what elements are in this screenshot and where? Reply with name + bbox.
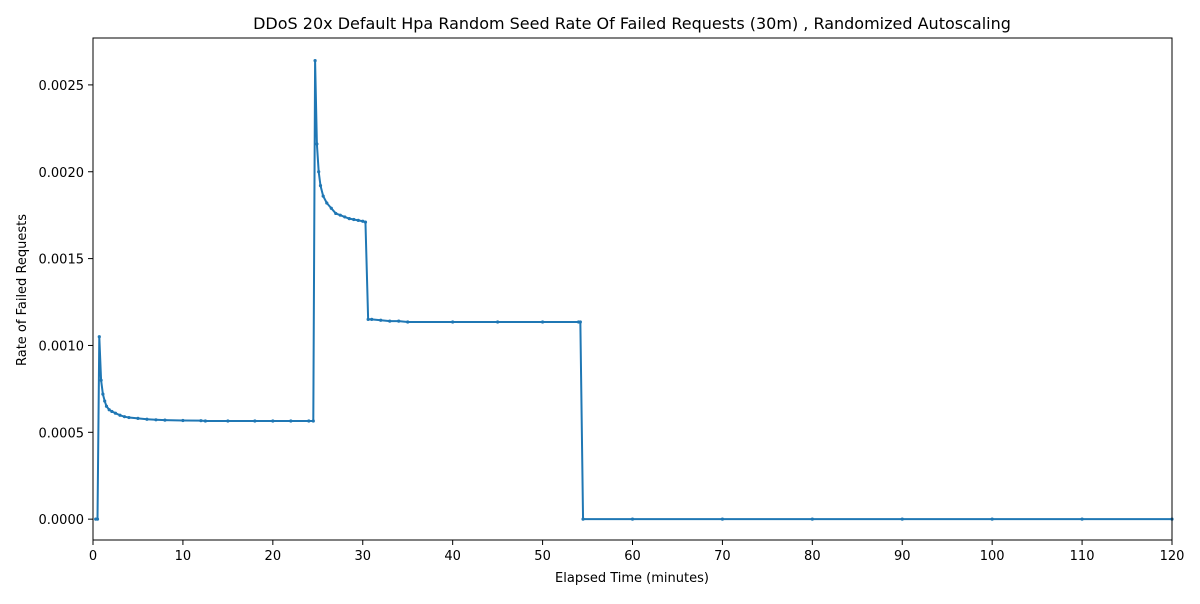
x-tick-label: 10: [175, 549, 192, 564]
x-tick-label: 50: [534, 549, 551, 564]
data-point: [307, 419, 311, 423]
x-tick-label: 120: [1160, 549, 1185, 564]
data-point: [313, 58, 317, 63]
data-point: [315, 142, 319, 146]
data-point: [101, 392, 105, 396]
x-tick-label: 110: [1070, 549, 1095, 564]
x-tick-label: 80: [804, 549, 821, 564]
data-point: [451, 320, 455, 324]
x-tick-label: 90: [894, 549, 911, 564]
data-point: [338, 213, 342, 217]
x-tick-label: 0: [89, 549, 97, 564]
data-point: [136, 416, 140, 421]
data-point: [181, 418, 185, 423]
data-point: [366, 317, 370, 321]
data-point: [496, 320, 500, 324]
data-point: [356, 218, 360, 222]
y-tick-label: 0.0010: [39, 339, 85, 354]
data-point: [253, 419, 257, 423]
y-tick-label: 0.0020: [39, 166, 85, 181]
data-point: [104, 404, 109, 408]
data-point: [630, 517, 635, 521]
data-point: [363, 220, 368, 224]
data-point: [122, 415, 127, 419]
data-point: [370, 317, 374, 321]
chart-title: DDoS 20x Default Hpa Random Seed Rate Of…: [253, 14, 1011, 33]
data-point: [271, 419, 275, 423]
data-point: [900, 517, 904, 521]
y-axis-ticks: 0.0000 0.0005 0.0010 0.0015 0.0020 0.0025: [39, 79, 93, 528]
data-point: [289, 419, 293, 423]
x-axis-label: Elapsed Time (minutes): [555, 571, 709, 586]
data-point: [361, 219, 365, 223]
data-point: [352, 217, 356, 222]
data-point: [990, 517, 994, 521]
data-point: [97, 335, 101, 339]
data-point: [99, 378, 103, 382]
data-point: [406, 320, 410, 324]
x-tick-label: 100: [980, 549, 1005, 564]
x-tick-label: 60: [624, 549, 641, 564]
data-point: [329, 206, 333, 210]
data-point: [107, 408, 111, 412]
data-point: [226, 419, 230, 423]
data-point: [95, 517, 100, 521]
y-tick-label: 0.0025: [39, 79, 85, 94]
y-tick-label: 0.0015: [39, 253, 85, 268]
data-point: [334, 211, 338, 216]
x-tick-label: 30: [354, 549, 371, 564]
data-point: [720, 517, 725, 521]
data-point: [163, 418, 167, 422]
plot-area-frame: [92, 37, 1173, 541]
data-point: [118, 413, 122, 417]
data-point: [154, 418, 158, 422]
y-tick-label: 0.0000: [39, 513, 85, 528]
data-point: [113, 411, 118, 415]
data-point: [325, 201, 329, 205]
data-point: [145, 417, 149, 421]
data-point: [578, 320, 582, 324]
x-tick-label: 20: [265, 549, 282, 564]
data-point: [347, 217, 351, 221]
series-line: [95, 59, 1172, 521]
y-tick-label: 0.0005: [39, 426, 85, 441]
data-point: [311, 419, 315, 423]
data-point: [540, 320, 545, 324]
data-point: [110, 409, 114, 414]
data-point: [199, 419, 203, 423]
data-point: [321, 194, 325, 198]
x-tick-label: 40: [444, 549, 461, 564]
data-point: [127, 415, 131, 420]
x-axis-ticks: 0 10 20 30 40 50 60 70 80 90 100 110 120: [89, 540, 1185, 564]
data-point: [379, 318, 383, 322]
y-axis-label: Rate of Failed Requests: [15, 214, 30, 366]
x-tick-label: 70: [714, 549, 731, 564]
data-point: [343, 215, 347, 219]
data-point: [397, 319, 401, 323]
data-point: [318, 184, 323, 188]
data-point: [103, 399, 107, 403]
data-point: [203, 419, 207, 423]
data-point: [581, 517, 585, 521]
data-point: [317, 170, 321, 174]
series-layer: [94, 58, 1174, 521]
data-point: [810, 517, 814, 521]
data-point: [1080, 517, 1084, 521]
data-point: [388, 319, 392, 323]
